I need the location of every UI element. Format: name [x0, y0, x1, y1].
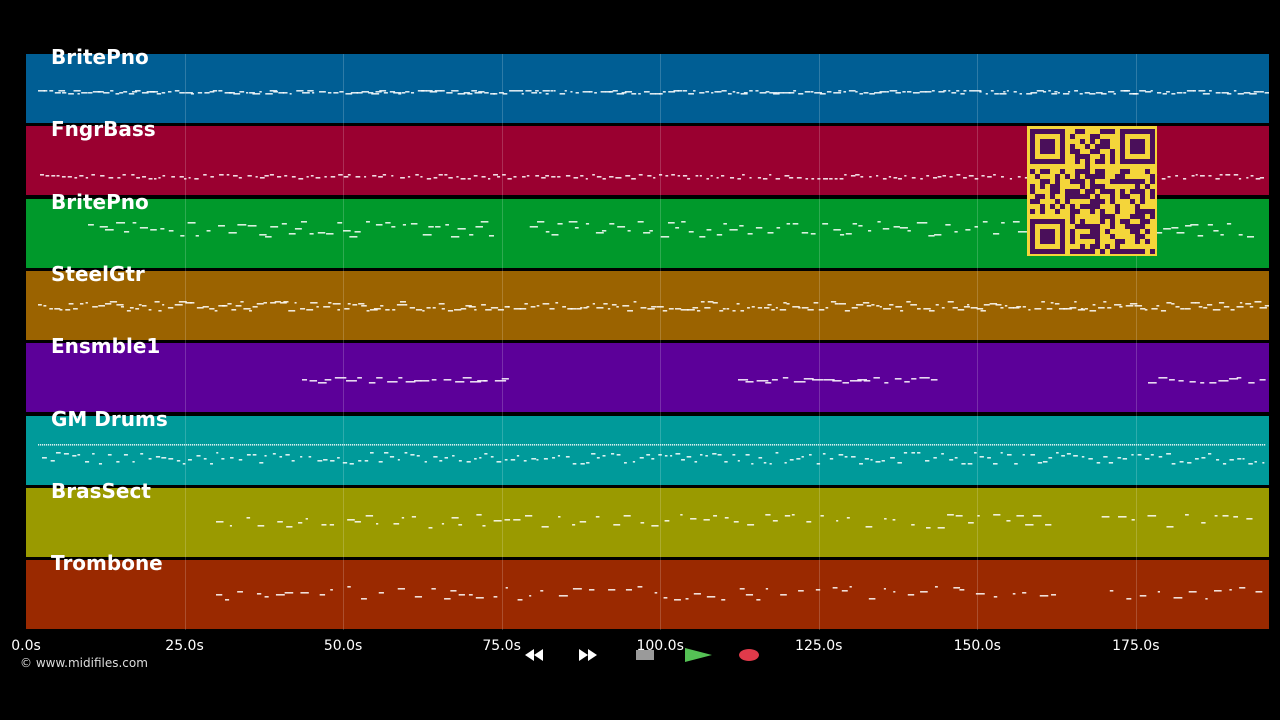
- note-strip: [38, 301, 1269, 312]
- grid-line: [977, 54, 978, 630]
- time-tick-label: 50.0s: [323, 638, 363, 654]
- record-button[interactable]: [726, 643, 772, 667]
- grid-line: [502, 54, 503, 630]
- track-lane[interactable]: [26, 54, 1269, 123]
- track-name-label: FngrBass: [51, 117, 156, 141]
- track-name-label: BrasSect: [51, 479, 151, 503]
- play-button[interactable]: [674, 643, 720, 667]
- note-strip: [302, 377, 1266, 384]
- track-lane[interactable]: [26, 416, 1269, 485]
- track-name-label: BritePno: [51, 45, 149, 69]
- track-name-label: BritePno: [51, 190, 149, 214]
- track-name-label: SteelGtr: [51, 262, 145, 286]
- play-icon: [685, 648, 712, 662]
- track-lane[interactable]: [26, 560, 1269, 629]
- fast-forward-button[interactable]: [570, 643, 616, 667]
- qr-code-icon: [1027, 126, 1157, 256]
- stop-icon: [636, 650, 654, 660]
- track-name-label: Ensmble1: [51, 334, 161, 358]
- stop-button[interactable]: [622, 643, 668, 667]
- note-strip: [216, 514, 1253, 529]
- grid-line: [660, 54, 661, 630]
- note-strip: [38, 90, 1269, 95]
- transport-controls: [512, 643, 770, 667]
- time-tick-label: 25.0s: [165, 638, 204, 654]
- note-strip: [38, 444, 1266, 465]
- grid-line: [819, 54, 820, 630]
- copyright-text: © www.midifiles.com: [20, 656, 148, 670]
- rewind-icon: [525, 649, 543, 661]
- rewind-button[interactable]: [518, 643, 564, 667]
- time-tick-label: 175.0s: [1112, 638, 1160, 654]
- track-lane[interactable]: [26, 488, 1269, 557]
- grid-line: [343, 54, 344, 630]
- record-icon: [739, 649, 759, 661]
- time-tick-label: 125.0s: [795, 638, 843, 654]
- note-strip: [216, 586, 1263, 601]
- track-name-label: GM Drums: [51, 407, 168, 431]
- track-lane[interactable]: [26, 343, 1269, 412]
- grid-line: [185, 54, 186, 630]
- track-lane[interactable]: [26, 271, 1269, 340]
- track-name-label: Trombone: [51, 551, 163, 575]
- time-tick-label: 150.0s: [953, 638, 1001, 654]
- time-tick-label: 75.0s: [482, 638, 521, 654]
- grid-line: [1136, 54, 1137, 630]
- time-tick-label: 0.0s: [11, 638, 41, 654]
- fast-forward-icon: [579, 649, 597, 661]
